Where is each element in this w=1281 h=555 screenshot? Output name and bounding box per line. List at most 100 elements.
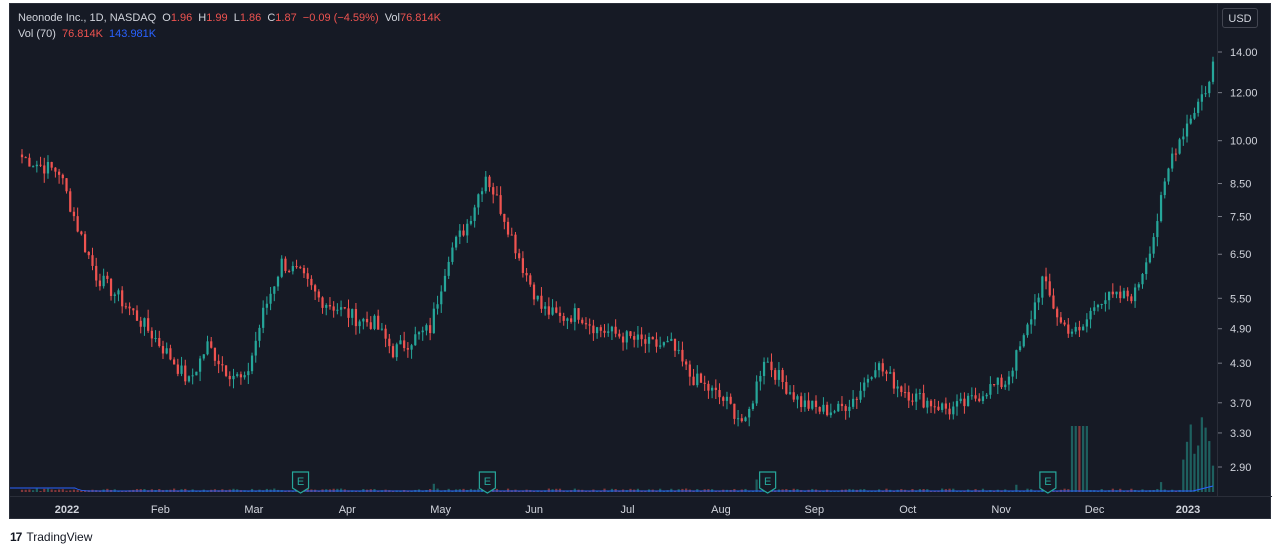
candle-body (295, 266, 298, 268)
candle-body (736, 418, 740, 420)
earnings-marker[interactable]: E (478, 471, 496, 494)
candle-body (599, 327, 602, 331)
candle-body (929, 400, 933, 407)
volume-bar (332, 488, 335, 492)
volume-bar (610, 488, 614, 492)
candle-body (150, 330, 153, 339)
candle-body (733, 403, 736, 419)
candle-body (32, 166, 35, 168)
candle-body (974, 395, 977, 399)
candle-body (1052, 295, 1055, 309)
candle-body (377, 315, 380, 330)
candle-body (343, 307, 346, 309)
candle-body (39, 164, 42, 166)
candle-body (1030, 319, 1033, 325)
candle-body (135, 310, 139, 321)
candle-body (1126, 290, 1129, 297)
candle-body (900, 386, 903, 393)
earnings-marker[interactable]: E (1039, 471, 1057, 494)
candle-body (937, 406, 940, 410)
earnings-marker[interactable]: E (291, 471, 310, 494)
volume-bar (1200, 417, 1203, 492)
candle-body (710, 387, 714, 391)
price-tick-label: 10.00 (1230, 136, 1258, 148)
volume-bar (232, 488, 235, 492)
candle-body (1159, 195, 1163, 222)
candle-body (1011, 370, 1014, 377)
volume-bar (65, 490, 68, 492)
candle-body (607, 331, 610, 333)
earnings-marker-label: E (764, 476, 771, 488)
candle-body (948, 408, 951, 415)
time-tick-label: Sep (805, 504, 825, 516)
candle-body (202, 354, 205, 359)
price-tick-label: 3.30 (1230, 428, 1251, 440)
candle-body (510, 234, 513, 236)
candle-body (1007, 376, 1011, 385)
earnings-marker[interactable]: E (759, 471, 777, 494)
candle-body (180, 365, 183, 374)
candle-body (870, 377, 873, 379)
currency-button[interactable]: USD (1222, 8, 1258, 28)
candle-body (1056, 308, 1059, 318)
volume-bar (573, 488, 576, 492)
legend-low-label: L (233, 12, 240, 24)
volume-bar (495, 488, 499, 492)
candle-body (811, 400, 814, 409)
volume-bar (1082, 426, 1085, 492)
candle-body (1115, 291, 1118, 295)
candle-body (154, 338, 157, 340)
candle-body (147, 318, 150, 331)
volume-bar (1197, 445, 1200, 492)
candle-body (1211, 61, 1215, 82)
candle-body (91, 255, 94, 266)
candle-body (132, 308, 135, 311)
volume-bar (1078, 426, 1081, 492)
earnings-marker-label: E (297, 476, 304, 488)
volume-bar (39, 490, 42, 492)
candle-body (232, 375, 235, 380)
candle-body (1078, 326, 1081, 331)
volume-bar (659, 488, 662, 492)
candle-body (1171, 153, 1174, 169)
candle-body (388, 338, 391, 347)
time-tick-label: Nov (991, 504, 1011, 516)
candle-body (792, 392, 795, 400)
candle-body (139, 320, 142, 327)
volume-bar (61, 489, 64, 492)
candle-body (666, 340, 669, 343)
candle-body (774, 370, 777, 380)
candle-body (117, 290, 120, 295)
candle-body (173, 359, 176, 365)
candle-body (659, 345, 662, 347)
candle-body (269, 293, 272, 304)
candle-body (443, 275, 447, 292)
candle-body (551, 307, 554, 315)
candle-body (762, 361, 766, 376)
candle-body (766, 361, 769, 363)
candle-body (952, 406, 955, 415)
volume-bar (555, 488, 558, 492)
volume-bar (1208, 441, 1211, 492)
brand[interactable]: 17 TradingView (10, 530, 92, 544)
candle-body (83, 234, 87, 252)
candle-body (610, 326, 614, 332)
volume-bar (1015, 484, 1018, 492)
candle-body (837, 403, 840, 412)
price-axis[interactable]: 14.00 12.00 10.00 8.50 7.50 6.50 5.50 4.90 4.30 3… (1217, 4, 1272, 496)
candle-body (562, 315, 565, 321)
candle-body (777, 370, 781, 380)
legend-volume-indicator[interactable]: Vol (70) (18, 28, 56, 40)
candle-body (644, 339, 647, 344)
volume-bar (57, 489, 61, 492)
candle-body (373, 315, 376, 329)
time-axis[interactable]: 2022 Feb Mar Apr May Jun Jul Aug Sep Oct Nov Dec 202… (10, 496, 1272, 520)
volume-bar (681, 488, 684, 492)
candle-body (1197, 101, 1200, 113)
candle-body (1093, 307, 1096, 311)
candle-body (595, 327, 599, 334)
candle-body (262, 307, 265, 328)
candle-body (1137, 284, 1140, 288)
candle-body (506, 221, 510, 235)
